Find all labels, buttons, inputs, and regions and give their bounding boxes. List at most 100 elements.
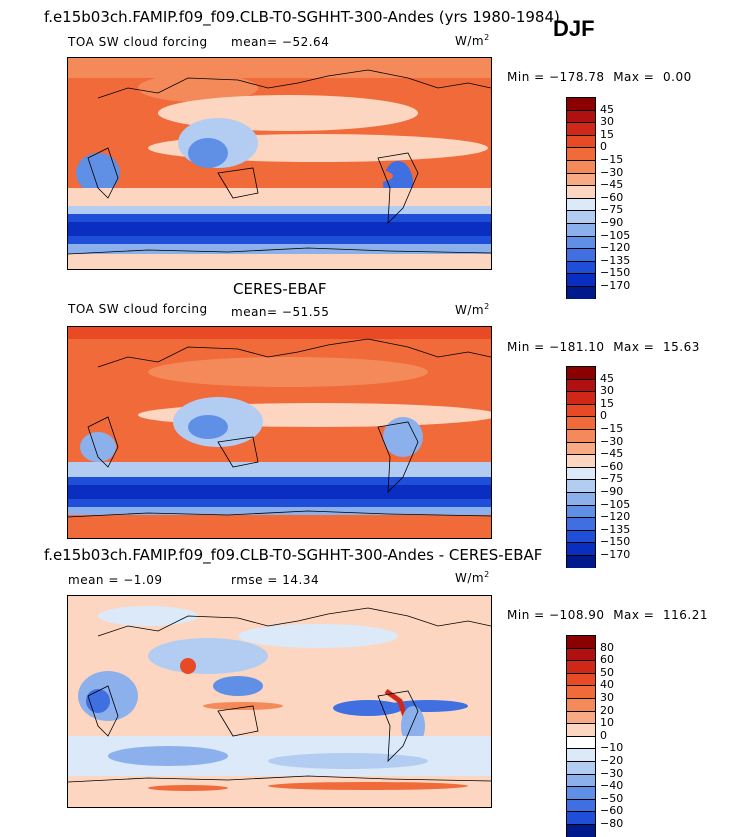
- colorbar-label: 45: [600, 371, 614, 385]
- colorbar-swatch: [566, 159, 596, 173]
- panel2-map: [67, 326, 492, 539]
- panel3-mean-value: −1.09: [123, 573, 163, 587]
- panel3-mean-label: mean =: [68, 573, 119, 587]
- colorbar-swatch: [566, 760, 596, 774]
- panel3-max-label: Max =: [613, 608, 655, 622]
- colorbar-label: −10: [600, 741, 624, 755]
- colorbar-swatch: [566, 735, 596, 749]
- panel3-min-value: −108.90: [549, 608, 605, 622]
- colorbar-swatch: [566, 235, 596, 249]
- colorbar-swatch: [566, 786, 596, 799]
- colorbar-label: −60: [600, 459, 624, 473]
- colorbar-swatch: [566, 748, 596, 761]
- colorbar-swatch: [566, 710, 596, 724]
- panel1-mean-label: mean=: [231, 35, 278, 49]
- colorbar-swatch: [566, 403, 596, 417]
- colorbar-swatch: [566, 647, 596, 661]
- panel1-minmax: Min = −178.78 Max = 0.00: [507, 70, 692, 84]
- colorbar-label: −80: [600, 817, 624, 830]
- colorbar-label: 60: [600, 653, 614, 667]
- colorbar-label: 50: [600, 665, 614, 679]
- panel3-colorbar: 80 60 50 40 30 20 10 0 −10 −20 −30 −40 −50 −60 −80: [566, 635, 623, 837]
- colorbar-swatch: [566, 635, 596, 648]
- panel3-rmse-label: rmse =: [231, 573, 278, 587]
- colorbar-swatch: [566, 660, 596, 673]
- panel2-minmax: Min = −181.10 Max = 15.63: [507, 340, 700, 354]
- panel3-title: f.e15b03ch.FAMIP.f09_f09.CLB-T0-SGHHT-30…: [44, 546, 543, 564]
- colorbar-label: −105: [600, 497, 631, 511]
- colorbar-swatch: [566, 378, 596, 392]
- colorbar-label: −50: [600, 791, 624, 805]
- colorbar-label: 15: [600, 127, 614, 141]
- colorbar-swatch: [566, 466, 596, 480]
- colorbar-label: −150: [600, 535, 631, 549]
- panel1-map: [67, 57, 492, 270]
- panel1-title: f.e15b03ch.FAMIP.f09_f09.CLB-T0-SGHHT-30…: [44, 8, 560, 26]
- colorbar-label: −60: [600, 190, 624, 204]
- colorbar-swatch: [566, 428, 596, 442]
- colorbar-label: −15: [600, 153, 624, 166]
- colorbar-swatch: [566, 798, 596, 812]
- panel2-min-label: Min =: [507, 340, 545, 354]
- panel2-variable: TOA SW cloud forcing: [68, 302, 208, 316]
- colorbar-swatch: [566, 260, 596, 274]
- panel3-map-field: [68, 596, 491, 807]
- panel1-units: W/m2: [455, 33, 490, 48]
- colorbar-swatch: [566, 391, 596, 404]
- colorbar-swatch: [566, 554, 596, 568]
- colorbar-label: −90: [600, 216, 624, 229]
- colorbar-swatch: [566, 723, 596, 736]
- panel2-colorbar: 45 30 15 0 −15 −30 −45 −60 −75 −90 −105 −120 −135 −15…: [566, 366, 630, 568]
- panel2-map-field: [68, 327, 491, 538]
- colorbar-label: −105: [600, 228, 631, 242]
- colorbar-label: 30: [600, 691, 614, 704]
- panel2-title: CERES-EBAF: [233, 280, 327, 298]
- colorbar-label: 0: [600, 409, 607, 423]
- colorbar-label: −45: [600, 447, 624, 461]
- colorbar-label: −150: [600, 266, 631, 280]
- colorbar-swatch: [566, 454, 596, 467]
- colorbar-swatch: [566, 248, 596, 261]
- colorbar-label: −30: [600, 434, 624, 448]
- panel1-min-label: Min =: [507, 70, 545, 84]
- colorbar-swatch: [566, 122, 596, 135]
- colorbar-swatch: [566, 517, 596, 530]
- colorbar-swatch: [566, 542, 596, 555]
- panel1-variable: TOA SW cloud forcing: [68, 35, 208, 49]
- colorbar-label: −120: [600, 510, 631, 524]
- colorbar-swatch: [566, 222, 596, 236]
- colorbar-swatch: [566, 441, 596, 455]
- panel3-map: [67, 595, 492, 808]
- colorbar-swatch: [566, 366, 596, 379]
- colorbar-swatch: [566, 97, 596, 110]
- colorbar-label: 30: [600, 115, 614, 129]
- colorbar-swatch: [566, 823, 596, 837]
- colorbar-label: 10: [600, 716, 614, 730]
- colorbar-swatch: [566, 210, 596, 223]
- colorbar-label: −15: [600, 422, 624, 435]
- colorbar-swatch: [566, 697, 596, 711]
- panel3-mean: mean = −1.09: [68, 573, 163, 587]
- panel2-mean-label: mean=: [231, 305, 278, 319]
- colorbar-label: 0: [600, 140, 607, 154]
- panel2-max-label: Max =: [613, 340, 655, 354]
- colorbar-label: 0: [600, 728, 607, 742]
- panel2-max-value: 15.63: [663, 340, 700, 354]
- season-label: DJF: [553, 16, 595, 41]
- colorbar-swatch: [566, 109, 596, 123]
- colorbar-label: −135: [600, 253, 631, 267]
- colorbar-swatch: [566, 773, 596, 787]
- colorbar-swatch: [566, 197, 596, 211]
- colorbar-swatch: [566, 504, 596, 518]
- colorbar-label: −135: [600, 522, 631, 536]
- panel3-units: W/m2: [455, 570, 490, 585]
- colorbar-label: −170: [600, 279, 631, 292]
- panel3-rmse-value: 14.34: [282, 573, 320, 587]
- colorbar-label: 40: [600, 678, 614, 692]
- panel2-mean-value: −51.55: [281, 305, 330, 319]
- colorbar-swatch: [566, 172, 596, 186]
- colorbar-label: −90: [600, 485, 624, 498]
- panel3-min-label: Min =: [507, 608, 545, 622]
- panel3-rmse: rmse = 14.34: [231, 573, 319, 587]
- colorbar-label: 20: [600, 703, 614, 717]
